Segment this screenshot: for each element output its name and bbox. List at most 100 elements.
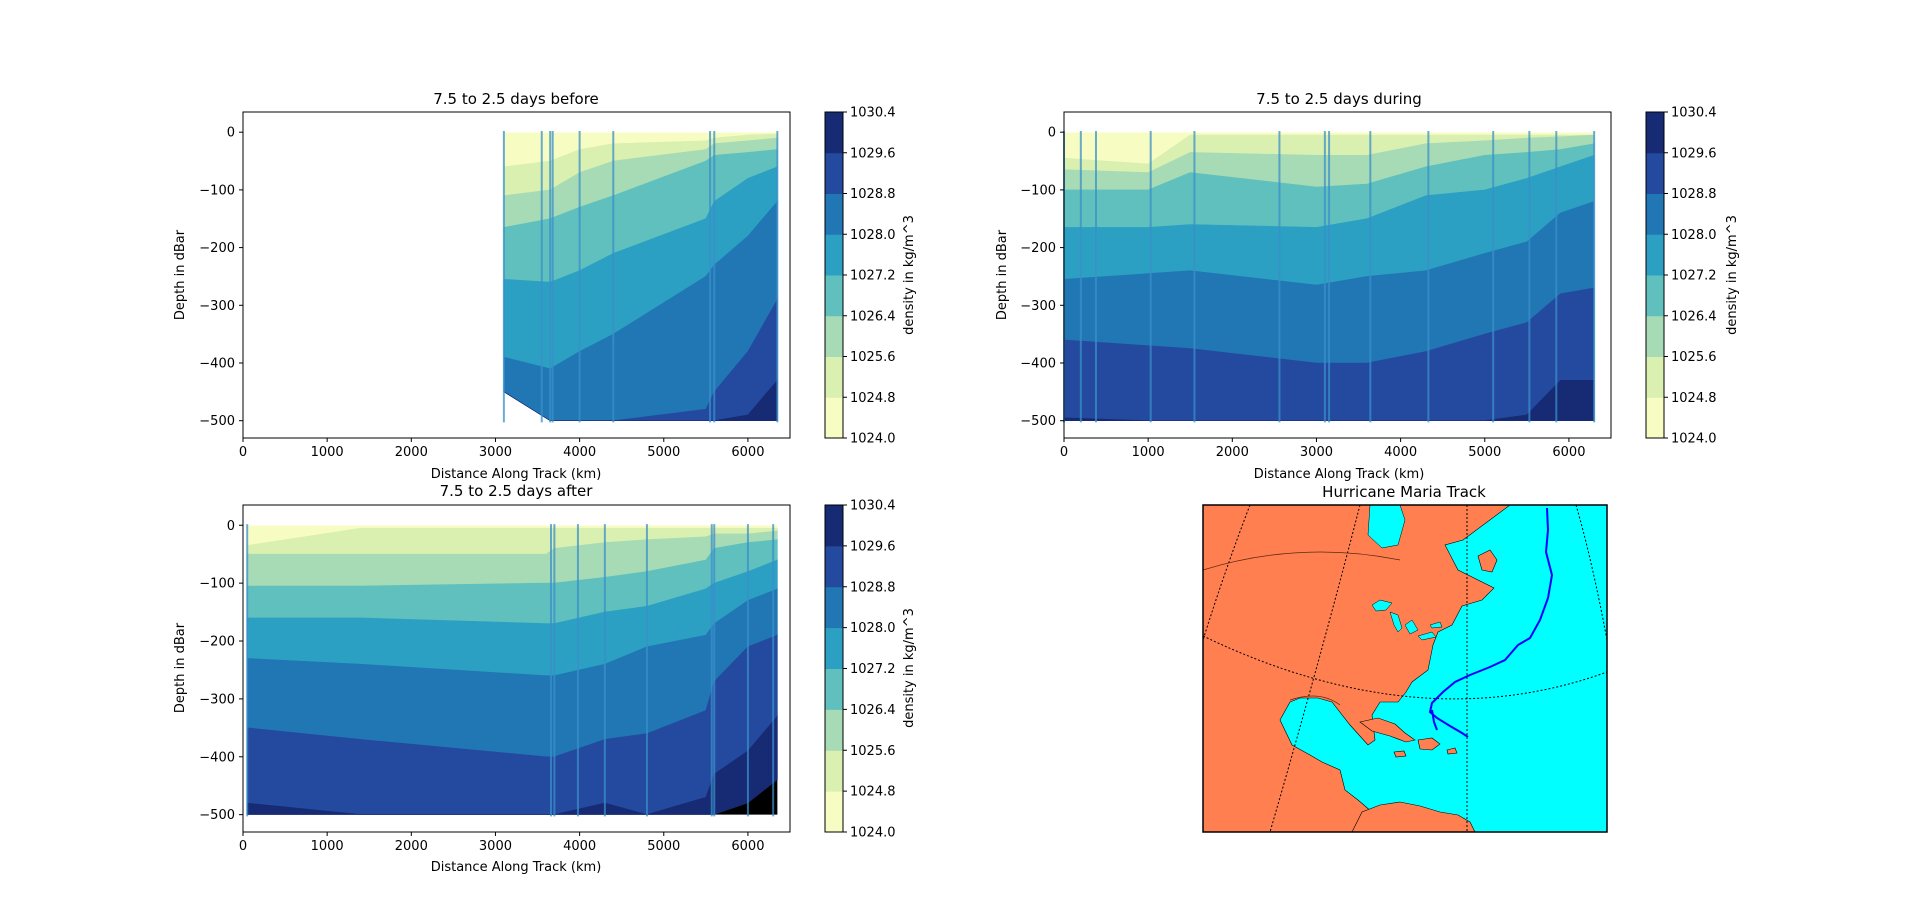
colorbar-swatch <box>825 668 843 710</box>
station-lines <box>502 131 779 423</box>
land-jamaica <box>1393 750 1407 758</box>
colorbar-swatch <box>1646 397 1664 439</box>
map-frame <box>1202 504 1608 833</box>
panel-title: 7.5 to 2.5 days during <box>1256 90 1422 108</box>
colorbar-tick-label: 1027.2 <box>850 662 896 677</box>
x-tick-label: 0 <box>239 839 247 854</box>
y-tick-label: −400 <box>199 750 235 765</box>
colorbar-tick-label: 1024.0 <box>1671 432 1717 447</box>
land-north-america <box>1203 505 1511 832</box>
colorbar-tick-label: 1027.2 <box>850 269 896 284</box>
colorbar-tick-label: 1024.8 <box>1671 391 1717 406</box>
colorbar: 1024.0 1024.8 1025.6 1026.4 1027.2 1028.0 1028… <box>1645 106 1717 447</box>
x-axis-label: Distance Along Track (km) <box>431 860 602 875</box>
x-tick-label: 2000 <box>395 839 428 854</box>
colorbar-tick-label: 1030.4 <box>1671 106 1717 121</box>
colorbar-swatch <box>825 545 843 588</box>
map-panel: Hurricane Maria Track <box>1202 483 1608 833</box>
colorbar-tick-label: 1029.6 <box>850 146 896 161</box>
x-tick-label: 3000 <box>479 445 512 460</box>
colorbar-swatch <box>825 750 843 792</box>
colorbar-swatch <box>825 234 843 276</box>
colorbar-tick-label: 1026.4 <box>850 309 896 324</box>
x-tick-label: 5000 <box>647 839 680 854</box>
colorbar-swatch <box>1646 275 1664 317</box>
colorbar-tick-label: 1028.8 <box>850 580 896 595</box>
y-axis-label: Depth in dBar <box>173 622 188 713</box>
colorbar-label: density in kg/m^3 <box>902 215 917 335</box>
x-tick-label: 0 <box>239 445 247 460</box>
colorbar-tick-label: 1026.4 <box>850 703 896 718</box>
colorbar-tick-label: 1024.0 <box>850 826 896 841</box>
colorbar-tick-label: 1025.6 <box>1671 350 1717 365</box>
land-cuba <box>1359 717 1416 743</box>
colorbar-swatch <box>825 356 843 398</box>
map-title: Hurricane Maria Track <box>1322 483 1486 501</box>
station-lines <box>246 524 775 817</box>
x-tick-label: 1000 <box>1132 445 1165 460</box>
y-tick-label: −100 <box>199 183 235 198</box>
y-tick-label: −300 <box>1020 299 1056 314</box>
x-tick-label: 1000 <box>311 839 344 854</box>
colorbar-swatch <box>825 112 843 154</box>
x-tick-label: 6000 <box>731 839 764 854</box>
colorbar-swatch <box>825 275 843 317</box>
colorbar-tick-label: 1025.6 <box>850 350 896 365</box>
axes-frame <box>1063 111 1612 439</box>
x-axis-label: Distance Along Track (km) <box>431 467 602 482</box>
colorbar-swatch <box>825 709 843 751</box>
colorbar-swatch <box>1646 152 1664 194</box>
colorbar-swatch <box>1646 315 1664 357</box>
y-tick-label: −300 <box>199 692 235 707</box>
colorbar-tick-label: 1025.6 <box>850 744 896 759</box>
colorbar-swatch <box>1646 234 1664 276</box>
colorbar-tick-label: 1027.2 <box>1671 269 1717 284</box>
panel-title: 7.5 to 2.5 days before <box>433 90 599 108</box>
colorbar-tick-label: 1030.4 <box>850 106 896 121</box>
colorbar-tick-label: 1028.0 <box>850 621 896 636</box>
y-tick-label: 0 <box>227 126 235 141</box>
land-hispaniola <box>1417 737 1441 751</box>
colorbar-swatch <box>825 627 843 669</box>
colorbar-swatch <box>825 315 843 357</box>
colorbar-swatch <box>825 586 843 629</box>
x-tick-label: 5000 <box>647 445 680 460</box>
y-tick-label: −200 <box>199 241 235 256</box>
colorbar-swatch <box>1646 112 1664 154</box>
great-lakes <box>1371 599 1443 641</box>
x-tick-label: 4000 <box>563 839 596 854</box>
colorbar-tick-label: 1028.8 <box>850 187 896 202</box>
colorbar: 1024.0 1024.8 1025.6 1026.4 1027.2 1028.0 1028… <box>824 106 896 447</box>
colorbar-tick-label: 1026.4 <box>1671 309 1717 324</box>
density-bands <box>503 132 778 422</box>
colorbar: 1024.0 1024.8 1025.6 1026.4 1027.2 1028.0 1028… <box>824 499 896 841</box>
colorbar-tick-label: 1024.0 <box>850 432 896 447</box>
colorbar-tick-label: 1028.8 <box>1671 187 1717 202</box>
colorbar-tick-label: 1029.6 <box>1671 146 1717 161</box>
y-tick-label: −500 <box>199 808 235 823</box>
y-axis-label: Depth in dBar <box>995 229 1010 320</box>
y-tick-label: −200 <box>1020 241 1056 256</box>
x-tick-label: 5000 <box>1468 445 1501 460</box>
colorbar-label: density in kg/m^3 <box>902 608 917 728</box>
panel-title: 7.5 to 2.5 days after <box>440 482 594 500</box>
x-tick-label: 2000 <box>395 445 428 460</box>
hudson-bay <box>1367 505 1406 549</box>
land-puerto-rico <box>1446 747 1458 755</box>
x-tick-label: 0 <box>1060 445 1068 460</box>
y-tick-label: −100 <box>199 577 235 592</box>
colorbar-swatch <box>825 397 843 439</box>
x-tick-label: 1000 <box>311 445 344 460</box>
x-tick-label: 3000 <box>479 839 512 854</box>
colorbar-swatch <box>1646 193 1664 235</box>
density-bands <box>246 525 778 815</box>
graticule <box>1203 505 1607 832</box>
colorbar-swatch <box>825 152 843 194</box>
x-tick-label: 6000 <box>1552 445 1585 460</box>
x-axis-label: Distance Along Track (km) <box>1254 467 1425 482</box>
land-newfoundland <box>1477 549 1498 573</box>
axes-frame <box>242 504 791 833</box>
colorbar-swatch <box>1646 356 1664 398</box>
y-tick-label: −200 <box>199 635 235 650</box>
